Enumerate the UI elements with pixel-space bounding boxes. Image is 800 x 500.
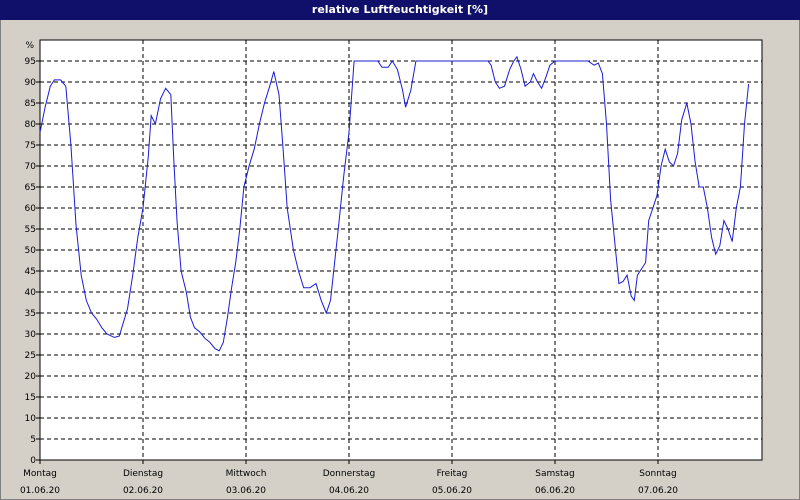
x-tick-date-label: 02.06.20 (123, 486, 163, 496)
x-tick-day-label: Montag (23, 469, 57, 479)
x-tick-day-label: Mittwoch (226, 469, 267, 479)
y-tick-label: 15 (25, 393, 36, 403)
chart-title: relative Luftfeuchtigkeit [%] (0, 0, 800, 20)
x-tick-date-label: 01.06.20 (20, 486, 60, 496)
y-tick-label: 80 (25, 120, 37, 130)
x-tick-day-label: Donnerstag (323, 469, 376, 479)
x-tick-day-label: Freitag (437, 469, 468, 479)
grid-lines (40, 40, 762, 460)
y-tick-label: 90 (25, 78, 37, 88)
y-tick-label: 55 (25, 225, 36, 235)
y-tick-label: 70 (25, 162, 37, 172)
y-tick-label: 0 (30, 456, 36, 466)
y-tick-label: 5 (30, 435, 36, 445)
y-tick-label: 25 (25, 351, 36, 361)
humidity-line (39, 55, 750, 352)
x-tick-day-label: Samstag (535, 469, 574, 479)
y-tick-label: 95 (25, 57, 36, 67)
x-tick-date-label: 03.06.20 (226, 486, 266, 496)
x-tick-date-label: 05.06.20 (432, 486, 472, 496)
y-tick-label: 50 (25, 246, 37, 256)
y-axis-ticks: 0 5 10 15 20 25 30 35 40 45 50 55 60 65 70 75 80 85 90 95 (25, 57, 40, 466)
y-tick-label: 35 (25, 309, 36, 319)
y-tick-label: 65 (25, 183, 36, 193)
y-tick-label: 85 (25, 99, 36, 109)
y-tick-label: 40 (25, 288, 37, 298)
y-axis-unit: % (25, 41, 34, 51)
y-tick-label: 75 (25, 141, 36, 151)
y-tick-label: 20 (25, 372, 37, 382)
x-tick-date-label: 04.06.20 (329, 486, 369, 496)
y-tick-label: 30 (25, 330, 37, 340)
x-tick-date-label: 07.06.20 (638, 486, 678, 496)
y-tick-label: 45 (25, 267, 36, 277)
x-axis-ticks: Montag 01.06.20 Dienstag 02.06.20 Mittwoch 03… (20, 460, 678, 496)
x-tick-date-label: 06.06.20 (535, 486, 575, 496)
x-tick-day-label: Sonntag (639, 469, 676, 479)
y-tick-label: 10 (25, 414, 37, 424)
y-tick-label: 60 (25, 204, 37, 214)
series-group (39, 55, 750, 352)
x-tick-day-label: Dienstag (123, 469, 163, 479)
